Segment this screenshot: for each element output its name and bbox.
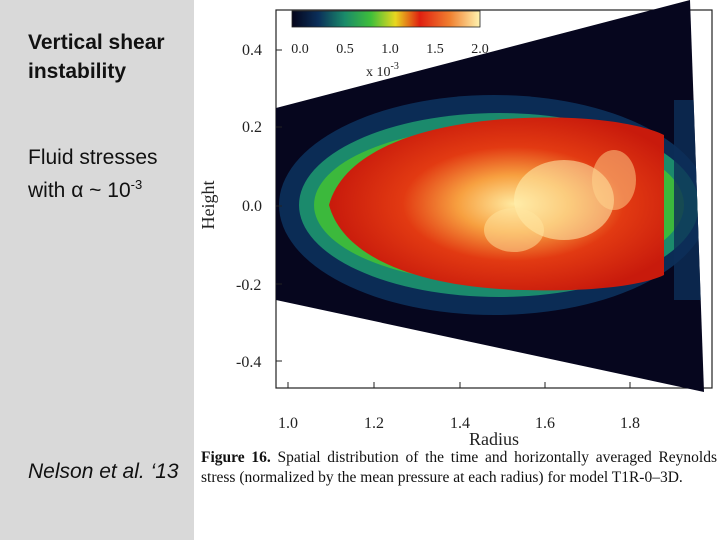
x-tick-label: 1.8: [620, 415, 640, 432]
reynolds-stress-figure: 0.0 0.5 1.0 1.5 2.0 x 10-3 0.4 0.2 0.0 -…: [198, 0, 713, 445]
stress-prefix: Fluid stresses with: [28, 146, 158, 202]
y-tick-label: 0.2: [242, 119, 262, 136]
colorbar-tick-2: 1.0: [381, 42, 399, 57]
y-tick-label: 0.0: [242, 198, 262, 215]
citation: Nelson et al. ‘13: [28, 460, 179, 483]
stress-note: Fluid stresses with α ~ 10-3: [28, 144, 194, 204]
caption-label: Figure 16.: [201, 449, 271, 466]
x-tick-label: 1.4: [450, 415, 470, 432]
colorbar-tick-1: 0.5: [336, 42, 354, 57]
y-axis: 0.4 0.2 0.0 -0.2 -0.4: [236, 42, 282, 371]
heatmap-wedge: [276, 0, 704, 392]
stress-middle: ~ 10: [83, 179, 131, 202]
y-tick-label: 0.4: [242, 42, 262, 59]
x-tick-label: 1.2: [364, 415, 384, 432]
caption-text: Spatial distribution of the time and hor…: [201, 449, 717, 486]
colorbar-tick-4: 2.0: [471, 42, 489, 57]
x-axis: 1.0 1.2 1.4 1.6 1.8: [278, 382, 640, 432]
alpha-symbol: α: [71, 179, 84, 202]
x-axis-title: Radius: [469, 429, 519, 445]
y-tick-label: -0.2: [236, 277, 261, 294]
colorbar-tick-3: 1.5: [426, 42, 444, 57]
colorbar: [291, 10, 481, 28]
y-tick-label: -0.4: [236, 354, 261, 371]
x-tick-label: 1.6: [535, 415, 555, 432]
slide-title: Vertical shear instability: [28, 31, 165, 83]
colorbar-scale-label: x 10-3: [366, 61, 399, 80]
x-tick-label: 1.0: [278, 415, 298, 432]
figure-caption: Figure 16. Spatial distribution of the t…: [201, 448, 717, 488]
stress-exponent: -3: [130, 177, 143, 192]
colorbar-tick-0: 0.0: [291, 42, 309, 57]
y-axis-title: Height: [198, 181, 218, 230]
sidebar-panel: Vertical shear instability Fluid stresse…: [0, 0, 194, 540]
